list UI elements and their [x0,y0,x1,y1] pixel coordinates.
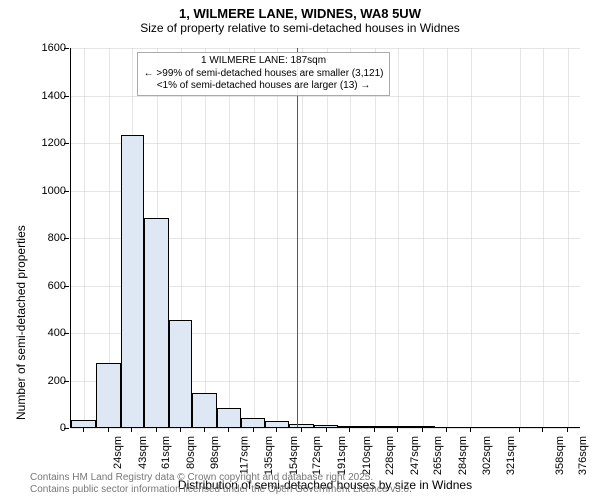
plot-area: 1 WILMERE LANE: 187sqm← >99% of semi-det… [70,48,580,428]
x-tick-label: 265sqm [433,436,445,475]
x-tick-label: 210sqm [361,436,373,475]
x-tick-label: 247sqm [409,436,421,475]
x-tick-label: 284sqm [457,436,469,475]
y-tick-label: 1200 [6,137,66,149]
x-tick-label: 24sqm [112,436,124,469]
footer-line-2: Contains public sector information licen… [30,484,412,496]
y-axis-tick-labels: 02004006008001000120014001600 [0,48,68,428]
reference-marker-line [297,48,298,427]
x-tick-label: 43sqm [137,436,149,469]
x-tick-label: 117sqm [239,436,251,474]
histogram-bar [241,418,266,428]
y-tick-label: 1400 [6,90,66,102]
chart-title-sub: Size of property relative to semi-detach… [0,21,600,35]
x-tick-label: 80sqm [185,436,197,469]
histogram-bar [265,421,288,427]
x-tick-label: 154sqm [288,436,300,475]
annotation-line: ← >99% of semi-detached houses are small… [144,68,384,81]
histogram-bar [192,393,217,427]
y-tick-label: 1600 [6,42,66,54]
chart-title-block: 1, WILMERE LANE, WIDNES, WA8 5UW Size of… [0,0,600,35]
x-tick-label: 191sqm [336,436,348,475]
annotation-line: 1 WILMERE LANE: 187sqm [144,55,384,68]
x-tick-label: 376sqm [577,436,589,475]
histogram-bar [169,320,192,427]
footer-line-1: Contains HM Land Registry data © Crown c… [30,472,412,484]
x-tick-label: 61sqm [160,436,172,469]
x-tick-label: 228sqm [384,436,396,475]
x-tick-label: 302sqm [481,436,493,475]
footer-attribution: Contains HM Land Registry data © Crown c… [30,472,412,496]
x-tick-label: 321sqm [506,436,518,475]
y-tick-label: 1000 [6,185,66,197]
histogram-bar [144,218,169,427]
histogram-bar [217,408,240,427]
histogram-bar [96,363,121,427]
chart-container: 02004006008001000120014001600 1 WILMERE … [0,40,600,470]
chart-title-main: 1, WILMERE LANE, WIDNES, WA8 5UW [0,6,600,21]
x-tick-label: 135sqm [263,436,275,475]
histogram-bar [71,420,96,427]
histogram-bar [121,135,144,427]
x-tick-label: 172sqm [311,436,323,475]
histogram-bar [387,426,412,427]
x-tick-label: 98sqm [209,436,221,469]
annotation-box: 1 WILMERE LANE: 187sqm← >99% of semi-det… [137,52,391,96]
y-tick-label: 0 [6,422,66,434]
histogram-bar [338,426,361,427]
y-axis-label: Number of semi-detached properties [14,225,28,420]
annotation-line: <1% of semi-detached houses are larger (… [144,80,384,93]
x-tick-label: 358sqm [554,436,566,475]
